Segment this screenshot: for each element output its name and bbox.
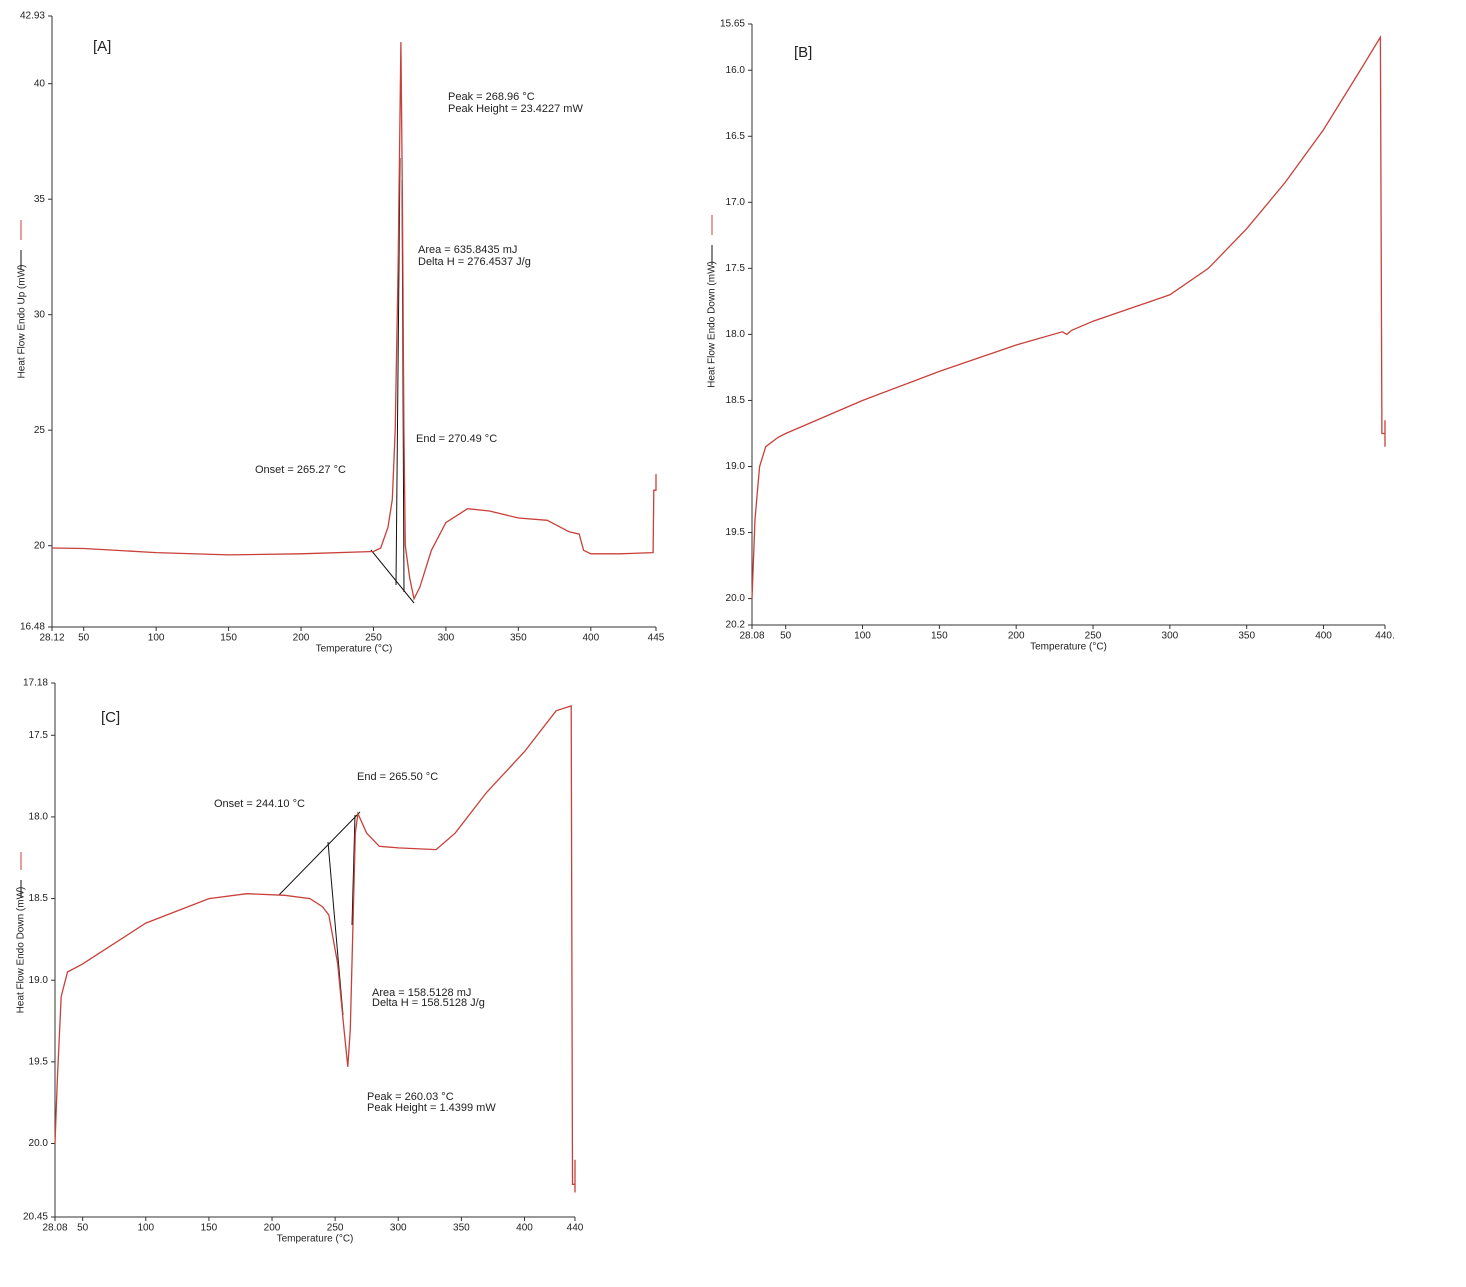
x-tick-label: 445 bbox=[648, 633, 665, 644]
y-tick-label: 17.18 bbox=[23, 678, 48, 689]
x-axis-label: Temperature (°C) bbox=[277, 1234, 354, 1245]
panel-label: [A] bbox=[93, 38, 111, 55]
annotation: Onset = 265.27 °C bbox=[255, 464, 346, 476]
y-tick-label: 19.5 bbox=[726, 527, 746, 538]
x-tick-label: 400 bbox=[1315, 631, 1332, 642]
y-tick-label: 35 bbox=[34, 194, 46, 205]
construction-line bbox=[351, 814, 356, 926]
annotation: End = 270.49 °C bbox=[416, 433, 497, 445]
construction-line bbox=[395, 157, 401, 586]
annotation: Area = 635.8435 mJ bbox=[418, 244, 517, 256]
y-tick-label: 16.5 bbox=[726, 131, 746, 142]
x-tick-label: 100 bbox=[148, 633, 165, 644]
x-axis-label: Temperature (°C) bbox=[1030, 642, 1107, 653]
annotation: Peak = 268.96 °C bbox=[448, 91, 535, 103]
x-tick-label: 50 bbox=[780, 631, 792, 642]
y-tick-label: 17.0 bbox=[726, 197, 746, 208]
x-tick-label: 150 bbox=[220, 633, 237, 644]
annotation: Delta H = 276.4537 J/g bbox=[418, 256, 531, 268]
x-tick-label: 440. bbox=[1375, 631, 1394, 642]
annotation: Peak Height = 1.4399 mW bbox=[367, 1102, 496, 1114]
y-tick-label: 30 bbox=[34, 309, 46, 320]
annotation: Peak Height = 23.4227 mW bbox=[448, 103, 583, 115]
y-tick-label: 18.5 bbox=[726, 395, 746, 406]
y-tick-label: 17.5 bbox=[726, 263, 746, 274]
x-tick-label: 100 bbox=[854, 631, 871, 642]
x-tick-label: 28.12 bbox=[39, 633, 64, 644]
y-axis-label: Heat Flow Endo Down (mW) bbox=[16, 887, 27, 1014]
x-tick-label: 100 bbox=[137, 1223, 154, 1234]
y-tick-label: 19.0 bbox=[726, 461, 746, 472]
x-tick-label: 28.08 bbox=[42, 1223, 67, 1234]
x-tick-label: 350 bbox=[510, 633, 527, 644]
legend-markers bbox=[20, 215, 713, 898]
x-tick-label: 400 bbox=[582, 633, 599, 644]
y-tick-label: 19.0 bbox=[29, 975, 49, 986]
x-tick-label: 200 bbox=[264, 1223, 281, 1234]
x-tick-label: 250 bbox=[327, 1223, 344, 1234]
x-tick-label: 400 bbox=[516, 1223, 533, 1234]
y-tick-label: 42.93 bbox=[20, 11, 45, 22]
x-tick-label: 300 bbox=[1162, 631, 1179, 642]
y-tick-label: 20.0 bbox=[29, 1138, 49, 1149]
y-tick-label: 19.5 bbox=[29, 1057, 49, 1068]
y-tick-label: 25 bbox=[34, 425, 46, 436]
construction-line bbox=[278, 811, 361, 896]
y-axis-label: Heat Flow Endo Up (mW) bbox=[17, 265, 28, 379]
annotation: End = 265.50 °C bbox=[357, 771, 438, 783]
annotation: Peak = 260.03 °C bbox=[367, 1091, 454, 1103]
x-tick-label: 300 bbox=[438, 633, 455, 644]
axis bbox=[54, 683, 575, 1218]
y-tick-label: 18.0 bbox=[29, 812, 49, 823]
y-tick-label: 20 bbox=[34, 540, 46, 551]
y-tick-label: 15.65 bbox=[720, 19, 745, 30]
annotation: Delta H = 158.5128 J/g bbox=[372, 997, 485, 1009]
y-tick-label: 40 bbox=[34, 78, 46, 89]
x-tick-label: 150 bbox=[931, 631, 948, 642]
x-tick-label: 200 bbox=[293, 633, 310, 644]
y-tick-label: 20.0 bbox=[726, 593, 746, 604]
y-tick-label: 16.0 bbox=[726, 65, 746, 76]
x-tick-label: 50 bbox=[77, 1223, 89, 1234]
x-tick-label: 300 bbox=[390, 1223, 407, 1234]
x-tick-label: 250 bbox=[365, 633, 382, 644]
x-tick-label: 200 bbox=[1008, 631, 1025, 642]
x-axis-label: Temperature (°C) bbox=[316, 644, 393, 655]
x-tick-label: 150 bbox=[201, 1223, 218, 1234]
x-tick-label: 250 bbox=[1085, 631, 1102, 642]
y-tick-label: 17.5 bbox=[29, 730, 49, 741]
x-tick-label: 350 bbox=[1238, 631, 1255, 642]
construction-lines bbox=[278, 157, 415, 1016]
y-tick-label: 20.45 bbox=[23, 1212, 48, 1223]
y-tick-label: 18.0 bbox=[726, 329, 746, 340]
panel-label: [C] bbox=[101, 709, 120, 726]
y-tick-label: 18.5 bbox=[29, 893, 49, 904]
annotation: Onset = 244.10 °C bbox=[214, 798, 305, 810]
x-tick-label: 50 bbox=[78, 633, 90, 644]
axis bbox=[751, 24, 1385, 626]
data-line bbox=[751, 34, 1386, 599]
x-tick-label: 350 bbox=[453, 1223, 470, 1234]
y-axis-label: Heat Flow Endo Down (mW) bbox=[707, 261, 718, 388]
data-line bbox=[51, 42, 657, 601]
panel-label: [B] bbox=[794, 44, 812, 61]
y-tick-label: 20.2 bbox=[726, 620, 746, 631]
y-tick-label: 16.48 bbox=[20, 622, 45, 633]
construction-line bbox=[370, 549, 415, 604]
data-line bbox=[54, 705, 576, 1193]
x-tick-label: 440 bbox=[567, 1223, 584, 1234]
x-tick-label: 28.08 bbox=[739, 631, 764, 642]
annotation: Area = 158.5128 mJ bbox=[372, 987, 471, 999]
